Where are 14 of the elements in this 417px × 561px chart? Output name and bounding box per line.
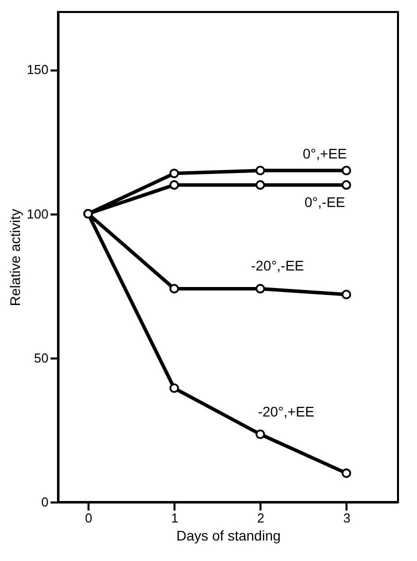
y-axis-title: Relative activity <box>6 208 23 306</box>
x-tick-label: 1 <box>171 510 178 526</box>
x-tick-label: 2 <box>257 510 264 526</box>
series-label: -20°,-EE <box>250 258 304 274</box>
y-tick-label: 0 <box>41 494 48 510</box>
x-tick-label: 0 <box>85 510 92 526</box>
x-tick-label: 3 <box>343 510 350 526</box>
y-tick-label: 100 <box>26 206 48 222</box>
series-label: -20°,+EE <box>258 403 314 420</box>
series-label: 0°,-EE <box>304 194 346 210</box>
y-tick-label: 150 <box>26 62 48 78</box>
y-tick-label: 50 <box>34 350 48 366</box>
x-axis-title: Days of standing <box>176 528 281 544</box>
series-label: 0°,+EE <box>302 146 347 162</box>
